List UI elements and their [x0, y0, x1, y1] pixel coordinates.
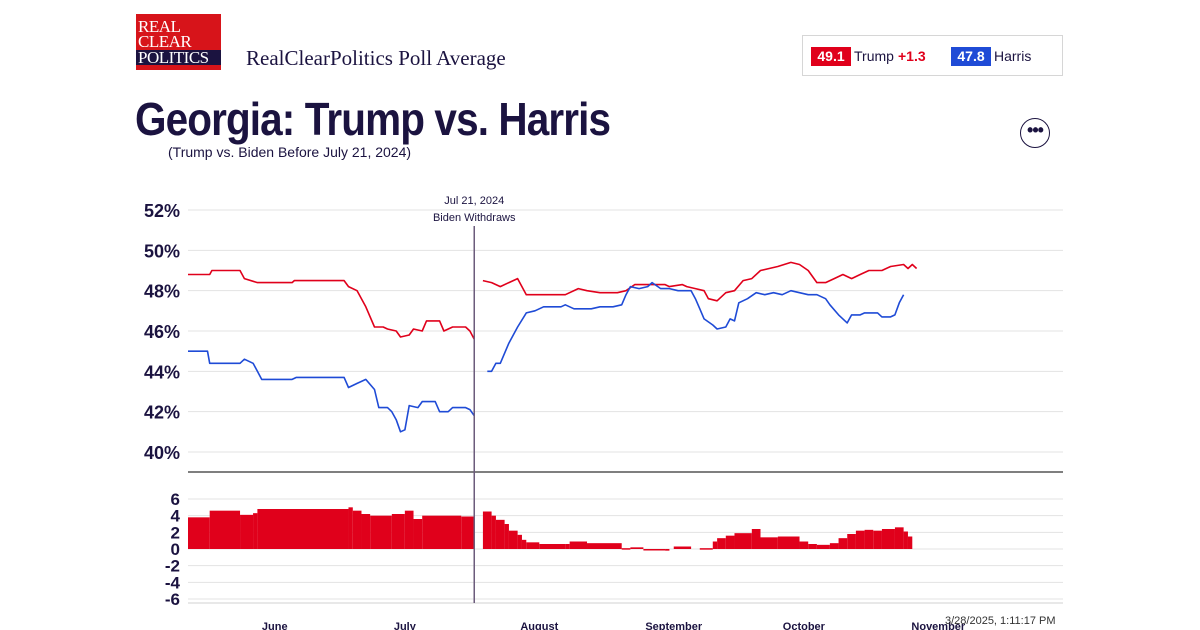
spread-bar: [404, 510, 414, 549]
spread-bar: [725, 535, 735, 549]
more-horizontal-icon[interactable]: •••: [1020, 118, 1050, 148]
spread-bar: [495, 519, 505, 549]
trump-line: [482, 261, 918, 302]
y-tick-label: 48%: [144, 282, 180, 302]
spread-bar: [643, 549, 666, 551]
harris-legend-name: Harris: [994, 48, 1032, 64]
y-tick-label: -6: [165, 590, 180, 609]
spread-bar: [712, 541, 718, 549]
spread-bar: [565, 544, 570, 549]
y-tick-label: 52%: [144, 201, 180, 221]
spread-bar: [829, 543, 839, 549]
spread-bar: [838, 538, 848, 549]
y-tick-label: 42%: [144, 403, 180, 423]
rcp-logo[interactable]: REAL CLEAR POLITICS: [136, 14, 221, 70]
spread-bar: [257, 509, 349, 549]
spread-bar: [348, 507, 353, 549]
spread-bar: [760, 537, 778, 549]
spread-bar: [816, 544, 830, 549]
annotation-label: Biden Withdraws: [433, 212, 516, 224]
spread-bar: [517, 534, 522, 549]
spread-bar: [903, 531, 908, 549]
spread-bar: [370, 515, 392, 549]
spread-bar: [907, 536, 913, 549]
spread-bar: [751, 529, 761, 549]
y-tick-label: 2: [171, 523, 180, 542]
trump-change: +1.3: [898, 48, 926, 64]
y-tick-label: 50%: [144, 241, 180, 261]
spread-bar: [665, 549, 670, 551]
y-tick-label: 0: [171, 540, 180, 559]
spread-bar: [855, 530, 865, 549]
y-tick-label: 40%: [144, 443, 180, 463]
annotation-date: Jul 21, 2024: [444, 195, 504, 207]
spread-bar: [240, 514, 254, 549]
brand-title: RealClearPolitics Poll Average: [246, 46, 506, 70]
legend: 49.1 Trump +1.3 47.8 Harris: [802, 35, 1063, 76]
x-tick-label: November: [911, 621, 966, 630]
spread-bar: [461, 516, 475, 549]
spread-bar: [352, 510, 362, 549]
spread-bar: [587, 543, 622, 549]
spread-bar: [673, 546, 692, 549]
spread-bar: [491, 515, 496, 549]
logo-line-1: REAL: [138, 17, 181, 36]
x-tick-label: July: [394, 621, 417, 630]
y-tick-label: -2: [165, 557, 180, 576]
spread-bar: [508, 530, 518, 549]
spread-bar: [209, 510, 241, 549]
page-subtitle: (Trump vs. Biden Before July 21, 2024): [168, 144, 412, 160]
page-title: Georgia: Trump vs. Harris: [135, 93, 611, 145]
y-tick-label: 46%: [144, 322, 180, 342]
spread-bar: [799, 541, 809, 549]
trump-line: [188, 269, 475, 340]
spread-bar: [361, 514, 371, 549]
harris-line: [188, 350, 475, 433]
trump-value-badge: 49.1: [811, 47, 851, 66]
x-tick-label: October: [783, 621, 826, 630]
spread-bar: [391, 514, 405, 549]
x-tick-label: September: [645, 621, 703, 630]
x-tick-label: June: [262, 621, 288, 630]
trump-legend-name: Trump: [854, 48, 894, 64]
spread-bar: [808, 544, 817, 549]
spread-bar: [894, 527, 904, 549]
spread-bar: [873, 530, 882, 549]
logo-line-3: POLITICS: [136, 49, 221, 66]
y-tick-label: -4: [165, 573, 181, 592]
spread-bar: [569, 541, 588, 549]
spread-bar: [482, 511, 492, 549]
spread-bar: [253, 513, 258, 549]
harris-value-badge: 47.8: [951, 47, 991, 66]
spread-bar: [526, 542, 540, 549]
spread-bar: [422, 515, 462, 549]
spread-bar: [777, 536, 800, 549]
spread-bar: [864, 529, 874, 549]
y-tick-label: 4: [171, 507, 181, 526]
y-tick-label: 44%: [144, 362, 180, 382]
y-tick-label: 6: [171, 490, 180, 509]
spread-bar: [188, 517, 210, 549]
spread-bar: [630, 547, 644, 549]
spread-bar: [413, 519, 423, 549]
spread-bar: [504, 524, 509, 549]
timestamp: 3/28/2025, 1:11:17 PM: [945, 615, 1056, 627]
spread-bar: [699, 548, 713, 550]
spread-bar: [717, 538, 726, 549]
spread-bar: [847, 534, 856, 549]
harris-line: [487, 281, 905, 373]
spread-bar: [621, 548, 631, 550]
logo-line-2: CLEAR: [138, 32, 192, 51]
spread-bar: [881, 529, 895, 549]
spread-bar: [539, 544, 566, 549]
spread-bar: [521, 539, 527, 549]
spread-bar: [734, 533, 752, 549]
x-tick-label: August: [520, 621, 558, 630]
